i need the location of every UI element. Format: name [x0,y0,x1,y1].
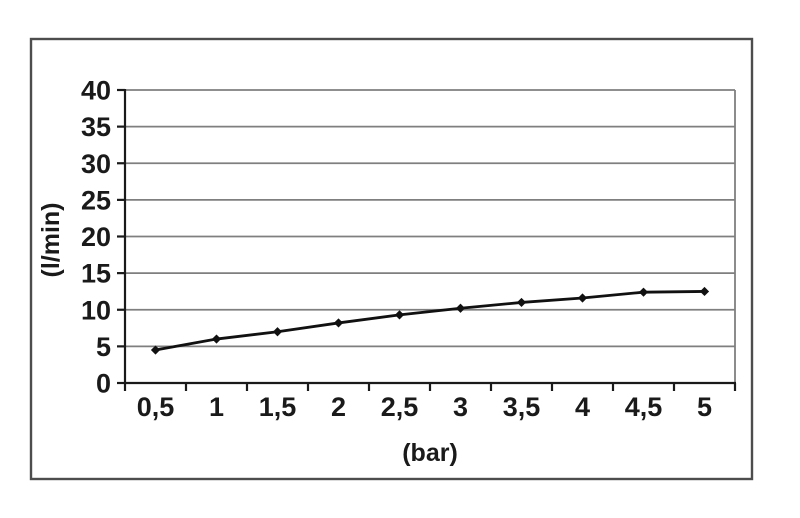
data-point-marker [394,310,405,320]
y-tick-label: 5 [96,332,111,362]
y-axis-title: (l/min) [37,203,65,278]
y-tick-label: 40 [81,76,111,106]
data-point-marker [272,327,283,337]
x-tick-label: 2,5 [381,392,419,422]
y-tick-label: 25 [81,185,111,215]
data-point-marker [211,334,222,344]
tick-labels-layer: 0 5 10 15 20 25 30 35 40 0,5 1 1,5 2 2,5 3 3,5 4 4,5 5 [81,76,712,423]
x-axis-title: (bar) [402,439,458,467]
y-tick-label: 15 [81,259,111,289]
y-tick-label: 20 [81,222,111,252]
data-point-marker [699,286,710,297]
x-tick-label: 1 [209,392,224,422]
x-tick-label: 3 [453,392,468,422]
data-point-marker [333,318,344,328]
y-tick-label: 0 [96,369,111,399]
y-tick-label: 10 [81,295,111,325]
x-tick-label: 2 [331,392,346,422]
data-point-marker [150,345,161,355]
gridlines-layer [125,89,736,383]
x-tick-label: 3,5 [503,392,541,422]
x-tick-label: 4,5 [625,392,663,422]
x-tick-label: 5 [697,392,712,422]
y-tick-label: 30 [81,149,111,179]
y-tick-label: 35 [81,112,111,142]
data-point-marker [577,293,588,303]
x-tick-label: 1,5 [259,392,297,422]
series-line [154,290,706,352]
data-point-marker [516,297,527,308]
data-point-marker [455,303,466,313]
tick-marks-layer [117,88,737,391]
chart-frame-border [29,37,754,481]
x-tick-label: 0,5 [137,392,175,422]
data-point-marker [638,287,649,297]
data-series-layer [150,286,710,355]
x-tick-label: 4 [575,392,590,422]
